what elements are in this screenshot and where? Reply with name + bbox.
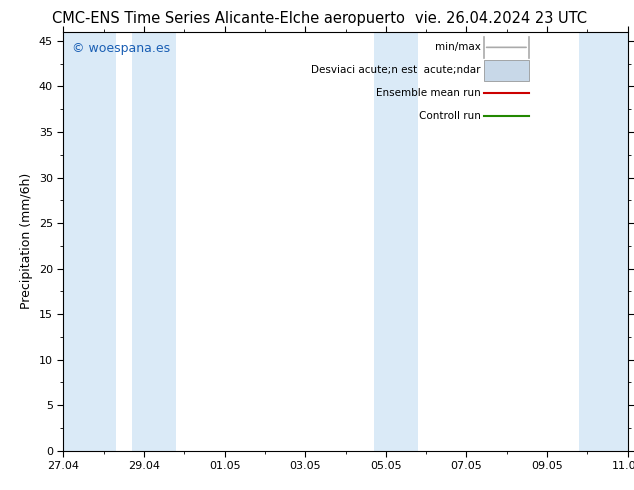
Point <box>93 439 100 445</box>
Text: Controll run: Controll run <box>419 111 481 122</box>
Point <box>89 440 97 445</box>
Bar <box>132 32 176 451</box>
Point <box>93 441 100 446</box>
Point <box>93 440 100 445</box>
Text: Desviaci acute;n est  acute;ndar: Desviaci acute;n est acute;ndar <box>311 65 481 75</box>
Y-axis label: Precipitation (mm/6h): Precipitation (mm/6h) <box>20 173 34 310</box>
Point <box>89 440 97 446</box>
Text: © woespana.es: © woespana.es <box>72 42 170 55</box>
Text: vie. 26.04.2024 23 UTC: vie. 26.04.2024 23 UTC <box>415 11 587 26</box>
Bar <box>63 32 116 451</box>
Bar <box>373 32 418 451</box>
Text: Ensemble mean run: Ensemble mean run <box>376 88 481 98</box>
Bar <box>579 32 628 451</box>
Point <box>93 440 100 446</box>
Point <box>89 441 97 446</box>
Text: CMC-ENS Time Series Alicante-Elche aeropuerto: CMC-ENS Time Series Alicante-Elche aerop… <box>52 11 404 26</box>
Bar <box>484 60 529 81</box>
Point <box>89 439 97 445</box>
Text: min/max: min/max <box>435 42 481 52</box>
